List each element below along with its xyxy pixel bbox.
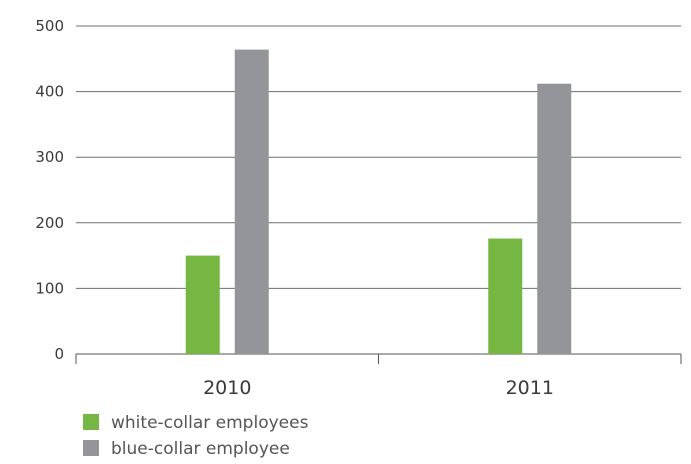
y-tick-label: 500: [35, 17, 64, 35]
y-tick-label: 400: [35, 83, 64, 101]
x-tick-label: 2010: [203, 377, 251, 399]
bar-blue-collar-employee-2010: [234, 49, 269, 355]
legend-label: white-collar employees: [111, 413, 309, 433]
y-tick-label: 100: [35, 279, 64, 297]
bars: [185, 49, 572, 355]
legend-swatch: [83, 440, 99, 456]
y-tick-label: 300: [35, 148, 64, 166]
y-axis-ticks: 0 100 200 300 400 500: [35, 17, 64, 363]
bar-white-collar-employees-2011: [488, 238, 523, 354]
bar-blue-collar-employee-2011: [537, 83, 572, 354]
legend-swatch: [83, 414, 99, 430]
y-tick-label: 0: [54, 345, 64, 363]
gridlines: [76, 25, 681, 355]
bar-white-collar-employees-2010: [185, 255, 220, 354]
legend-label: blue-collar employee: [111, 439, 290, 459]
legend: white-collar employees blue-collar employ…: [83, 413, 309, 459]
x-axis: 2010 2011: [75, 354, 682, 399]
x-tick-label: 2011: [506, 377, 554, 399]
y-tick-label: 200: [35, 214, 64, 232]
